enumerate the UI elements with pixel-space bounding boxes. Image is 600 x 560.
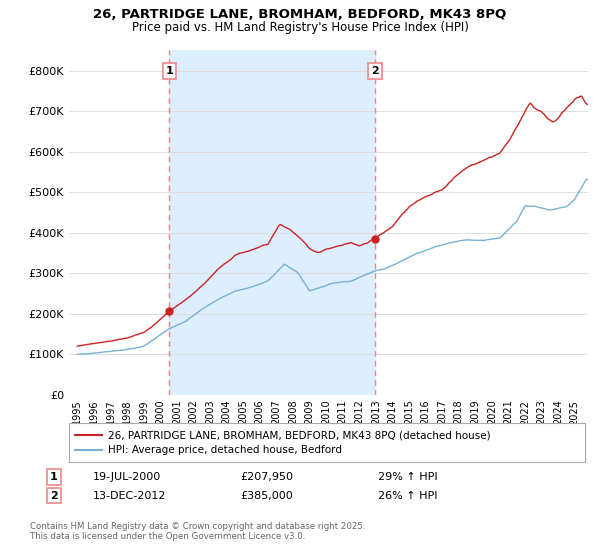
Text: Contains HM Land Registry data © Crown copyright and database right 2025.
This d: Contains HM Land Registry data © Crown c… <box>30 522 365 542</box>
Text: 26% ↑ HPI: 26% ↑ HPI <box>378 491 437 501</box>
Text: 1: 1 <box>166 66 173 76</box>
Text: 13-DEC-2012: 13-DEC-2012 <box>93 491 167 501</box>
Text: 26, PARTRIDGE LANE, BROMHAM, BEDFORD, MK43 8PQ: 26, PARTRIDGE LANE, BROMHAM, BEDFORD, MK… <box>94 8 506 21</box>
Text: 26, PARTRIDGE LANE, BROMHAM, BEDFORD, MK43 8PQ (detached house): 26, PARTRIDGE LANE, BROMHAM, BEDFORD, MK… <box>108 430 491 440</box>
Text: 19-JUL-2000: 19-JUL-2000 <box>93 472 161 482</box>
Text: 1: 1 <box>50 472 58 482</box>
Bar <box>169 50 375 395</box>
Text: 29% ↑ HPI: 29% ↑ HPI <box>378 472 437 482</box>
Text: Price paid vs. HM Land Registry's House Price Index (HPI): Price paid vs. HM Land Registry's House … <box>131 21 469 34</box>
Text: 2: 2 <box>50 491 58 501</box>
Text: £385,000: £385,000 <box>240 491 293 501</box>
Text: 2: 2 <box>371 66 379 76</box>
Text: £207,950: £207,950 <box>240 472 293 482</box>
Text: HPI: Average price, detached house, Bedford: HPI: Average price, detached house, Bedf… <box>108 445 342 455</box>
